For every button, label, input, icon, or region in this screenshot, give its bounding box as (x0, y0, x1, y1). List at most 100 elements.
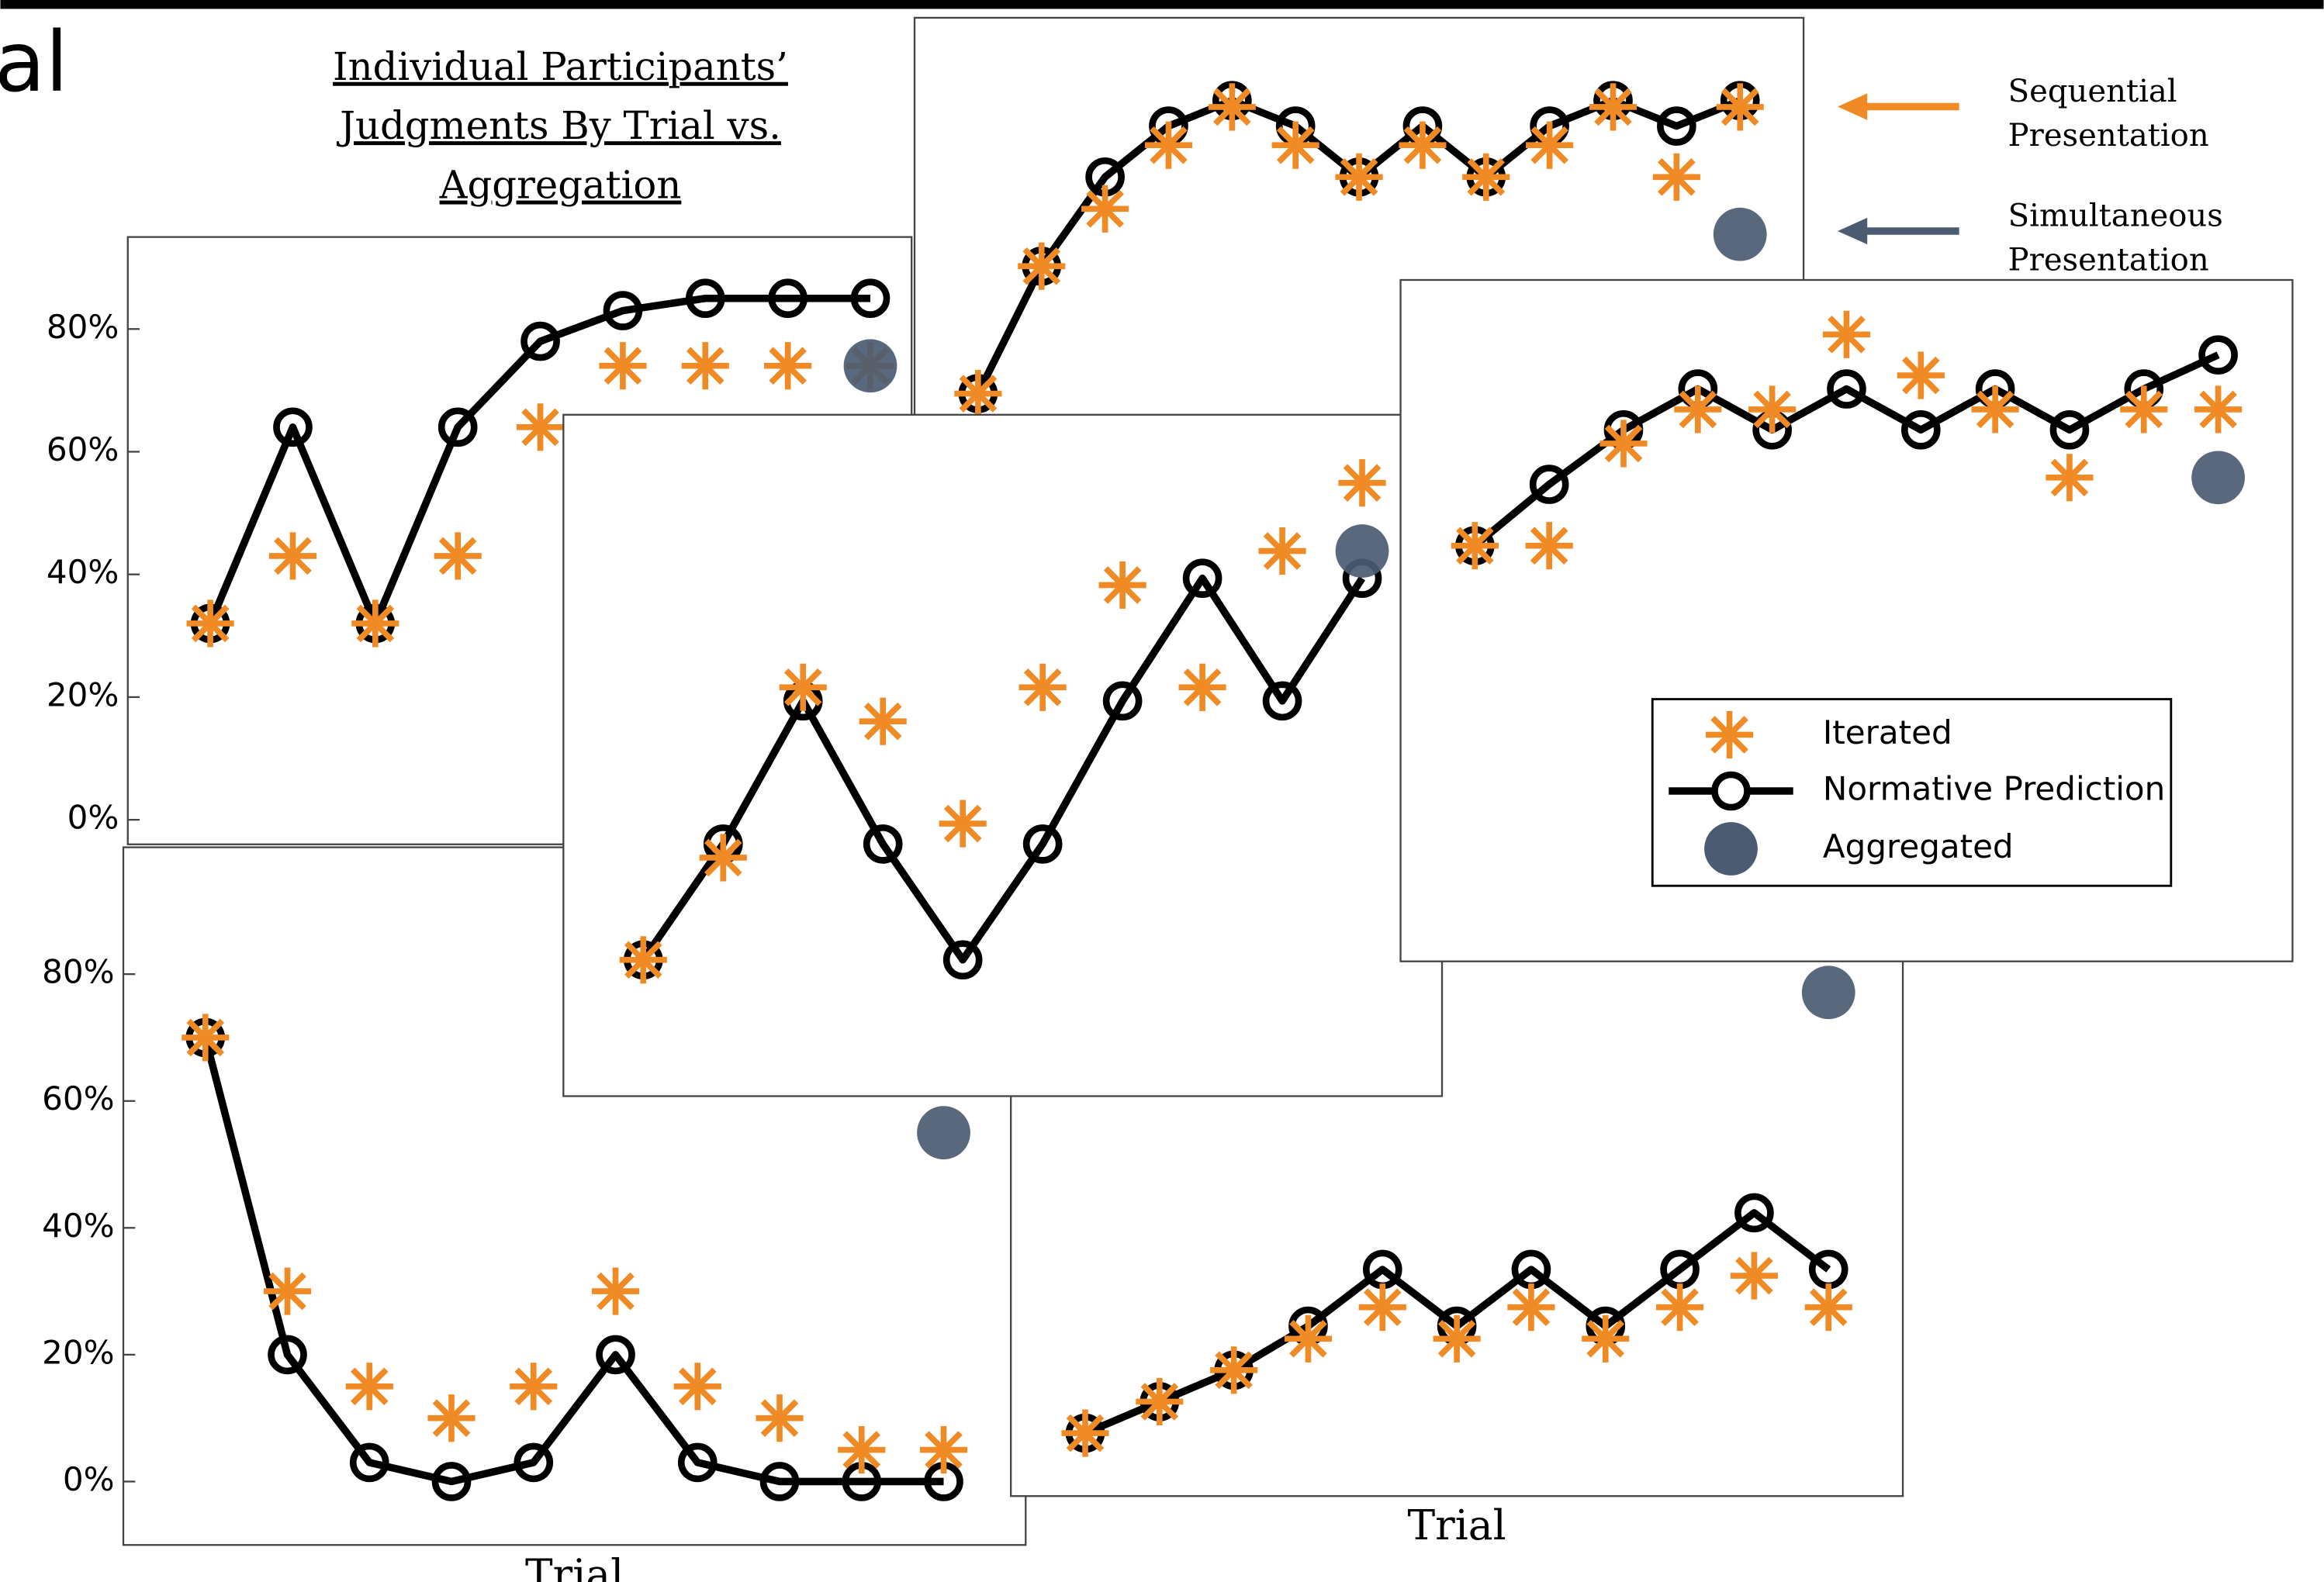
slide-title: al (0, 15, 68, 111)
iterated-marker (591, 1267, 640, 1315)
annotation-text: Presentation (2008, 243, 2209, 278)
iterated-marker (1208, 83, 1256, 131)
aggregated-marker (1335, 524, 1389, 578)
normative-marker (2049, 410, 2090, 450)
normative-marker (685, 278, 725, 319)
normative-marker (1182, 558, 1223, 599)
iterated-marker (681, 342, 729, 390)
normative-line (202, 1036, 944, 1486)
iterated-marker (345, 1363, 393, 1411)
normative-marker (768, 278, 808, 319)
iterated-marker (516, 403, 565, 451)
iterated-marker (1335, 153, 1383, 201)
iterated-marker (1971, 385, 2019, 433)
iterated-marker (1730, 1252, 1778, 1300)
y-tick-label: 0% (63, 1460, 115, 1498)
y-tick-label: 0% (67, 799, 119, 837)
y-tick-label: 80% (47, 308, 119, 346)
aggregated-marker (917, 1106, 970, 1160)
iterated-marker (1507, 1283, 1555, 1332)
iterated-marker (939, 800, 987, 848)
top-bar (0, 0, 2324, 9)
iterated-marker (263, 1267, 312, 1315)
iterated-marker (673, 1363, 721, 1411)
iterated-marker (1338, 459, 1386, 507)
normative-marker (1102, 681, 1143, 721)
iterated-marker (919, 1426, 968, 1474)
iterated-marker (1433, 1314, 1481, 1363)
iterated-marker (1258, 527, 1306, 575)
heading-line: Judgments By Trial vs. (336, 103, 781, 148)
normative-marker (603, 291, 643, 330)
legend-label: Normative Prediction (1823, 770, 2165, 808)
normative-line (1472, 351, 2220, 549)
iterated-marker (1589, 83, 1638, 131)
iterated-marker (1018, 242, 1066, 290)
normative-marker (431, 1462, 472, 1501)
normative-marker (759, 1462, 800, 1501)
y-tick-label: 40% (47, 553, 119, 591)
iterated-marker (1748, 385, 1797, 433)
normative-marker (1262, 681, 1302, 721)
annotation-arrowhead (1838, 93, 1868, 120)
iterated-marker (1136, 1377, 1184, 1426)
iterated-marker (186, 599, 234, 648)
iterated-marker (954, 369, 1002, 418)
normative-marker (514, 1442, 554, 1483)
iterated-marker (1804, 1283, 1852, 1332)
charts: 0% 20% 40% 60% 80% 0% 20% 40% 60% 80% Trial Trial (42, 16, 2294, 1582)
iterated-marker (351, 599, 399, 648)
iterated-marker (1081, 185, 1129, 233)
iterated-marker (182, 1014, 230, 1062)
aggregated-marker (1713, 207, 1767, 261)
panel (562, 413, 1444, 1097)
y-tick-label: 40% (42, 1207, 114, 1245)
y-tick-label: 20% (47, 675, 119, 713)
iterated-marker (764, 342, 812, 390)
normative-marker (520, 321, 560, 361)
iterated-marker (1399, 121, 1447, 169)
iterated-marker (1656, 1283, 1704, 1332)
iterated-marker (756, 1394, 804, 1442)
annotation-text: Presentation (2008, 118, 2209, 154)
legend-label: Aggregated (1823, 827, 2014, 865)
aggregated-marker (1801, 965, 1855, 1020)
y-tick-label: 60% (42, 1079, 114, 1117)
iterated-marker (1599, 420, 1648, 468)
x-axis-label: Trial (1407, 1501, 1506, 1549)
iterated-marker (1210, 1346, 1258, 1394)
iterated-marker (1462, 153, 1510, 201)
iterated-marker (1652, 153, 1700, 201)
normative-marker (1657, 106, 1696, 146)
iterated-marker (510, 1363, 558, 1411)
iterated-marker (427, 1394, 476, 1442)
annotation-text: Simultaneous (2008, 198, 2223, 233)
iterated-marker (838, 1426, 886, 1474)
normative-marker (850, 278, 891, 319)
iterated-marker (1144, 121, 1193, 169)
normative-marker (1022, 824, 1063, 864)
annotation-arrowhead (1838, 217, 1868, 245)
iterated-marker (1822, 310, 1871, 358)
iterated-marker (1271, 121, 1319, 169)
normative-marker (2198, 335, 2238, 375)
annotation-text: Sequential (2008, 74, 2177, 109)
iterated-marker (434, 532, 482, 580)
iterated-marker (1582, 1314, 1630, 1363)
iterated-marker (1358, 1283, 1406, 1332)
iterated-marker (599, 342, 647, 390)
iterated-marker (779, 663, 827, 711)
iterated-marker (1525, 522, 1573, 570)
legend-symbol (1711, 771, 1751, 811)
iterated-marker (1526, 121, 1574, 169)
normative-line (206, 294, 871, 627)
iterated-marker (1674, 385, 1722, 433)
iterated-marker (859, 697, 907, 745)
legend-symbol (1704, 822, 1758, 876)
normative-marker (349, 1442, 389, 1483)
aggregated-marker (2191, 451, 2245, 505)
normative-marker (596, 1335, 635, 1375)
heading-line: Individual Participants’ (333, 44, 788, 89)
